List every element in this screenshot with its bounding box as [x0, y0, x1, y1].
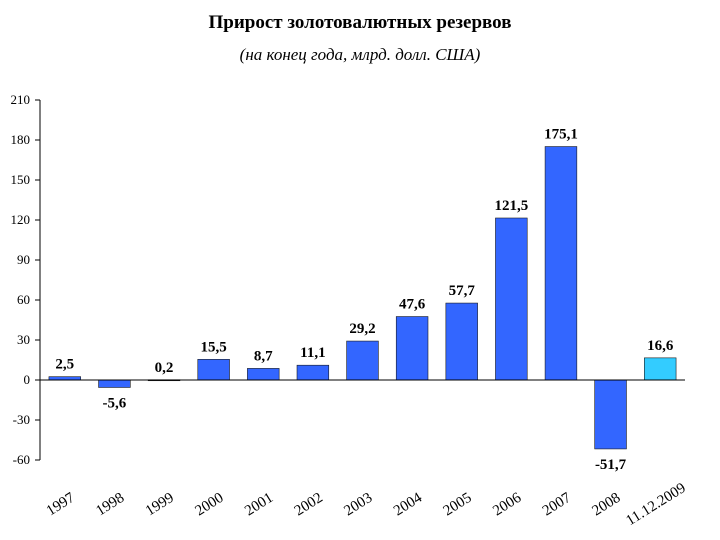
bar — [197, 359, 230, 381]
x-tick-label: 1999 — [143, 490, 177, 519]
bar — [445, 302, 478, 381]
bars — [48, 146, 677, 450]
data-label: -51,7 — [595, 457, 627, 473]
bar — [594, 379, 627, 450]
x-tick-label: 2004 — [391, 490, 425, 520]
bar — [98, 379, 131, 388]
x-tick-label: 2002 — [292, 490, 326, 519]
x-tick-label: 2006 — [490, 490, 524, 520]
x-tick-label: 2000 — [193, 490, 227, 519]
data-label: 11,1 — [300, 345, 325, 361]
bar — [495, 217, 528, 381]
chart-subtitle: (на конец года, млрд. долл. США) — [239, 45, 481, 64]
bar — [296, 364, 330, 381]
y-tick-label: 150 — [11, 172, 31, 187]
x-tick-label: 1998 — [93, 490, 127, 519]
data-label: 57,7 — [449, 283, 476, 299]
y-axis: 210 180 150 120 90 60 30 0 -30 -60 — [11, 92, 41, 467]
x-tick-label: 1997 — [44, 490, 78, 520]
bar — [644, 357, 677, 381]
data-label: 121,5 — [494, 198, 528, 214]
data-label: 29,2 — [349, 321, 375, 337]
data-label: 47,6 — [399, 297, 426, 313]
data-labels: 2,5 -5,6 0,2 15,5 8,7 11,1 29,2 47,6 57,7 121,5 17… — [55, 127, 673, 473]
x-tick-label: 2008 — [589, 490, 623, 519]
y-tick-label: 60 — [17, 292, 30, 307]
y-tick-label: -60 — [13, 452, 30, 467]
data-label: -5,6 — [103, 395, 127, 411]
bar — [247, 368, 280, 381]
data-label: 0,2 — [155, 360, 174, 376]
y-tick-label: -30 — [13, 412, 30, 427]
bar — [395, 316, 429, 381]
y-tick-label: 30 — [17, 332, 30, 347]
x-tick-label: 11.12.2009 — [623, 480, 688, 529]
x-tick-label: 2001 — [242, 490, 276, 519]
y-tick-label: 120 — [11, 212, 31, 227]
data-label: 15,5 — [201, 339, 227, 355]
x-tick-label: 2003 — [341, 490, 375, 519]
chart-title: Прирост золотовалютных резервов — [208, 12, 512, 33]
data-label: 175,1 — [544, 127, 578, 143]
bar — [544, 146, 578, 381]
data-label: 16,6 — [647, 338, 674, 354]
x-axis: 1997 1998 1999 2000 2001 2002 2003 2004 2005 2006… — [40, 379, 689, 529]
y-tick-label: 210 — [11, 92, 31, 107]
data-label: 8,7 — [254, 348, 273, 364]
x-tick-label: 2005 — [441, 490, 475, 519]
bar — [346, 340, 379, 381]
y-tick-label: 0 — [24, 372, 31, 387]
y-tick-label: 180 — [11, 132, 31, 147]
data-label: 2,5 — [55, 357, 74, 373]
x-tick-label: 2007 — [540, 490, 574, 520]
y-tick-label: 90 — [17, 252, 30, 267]
